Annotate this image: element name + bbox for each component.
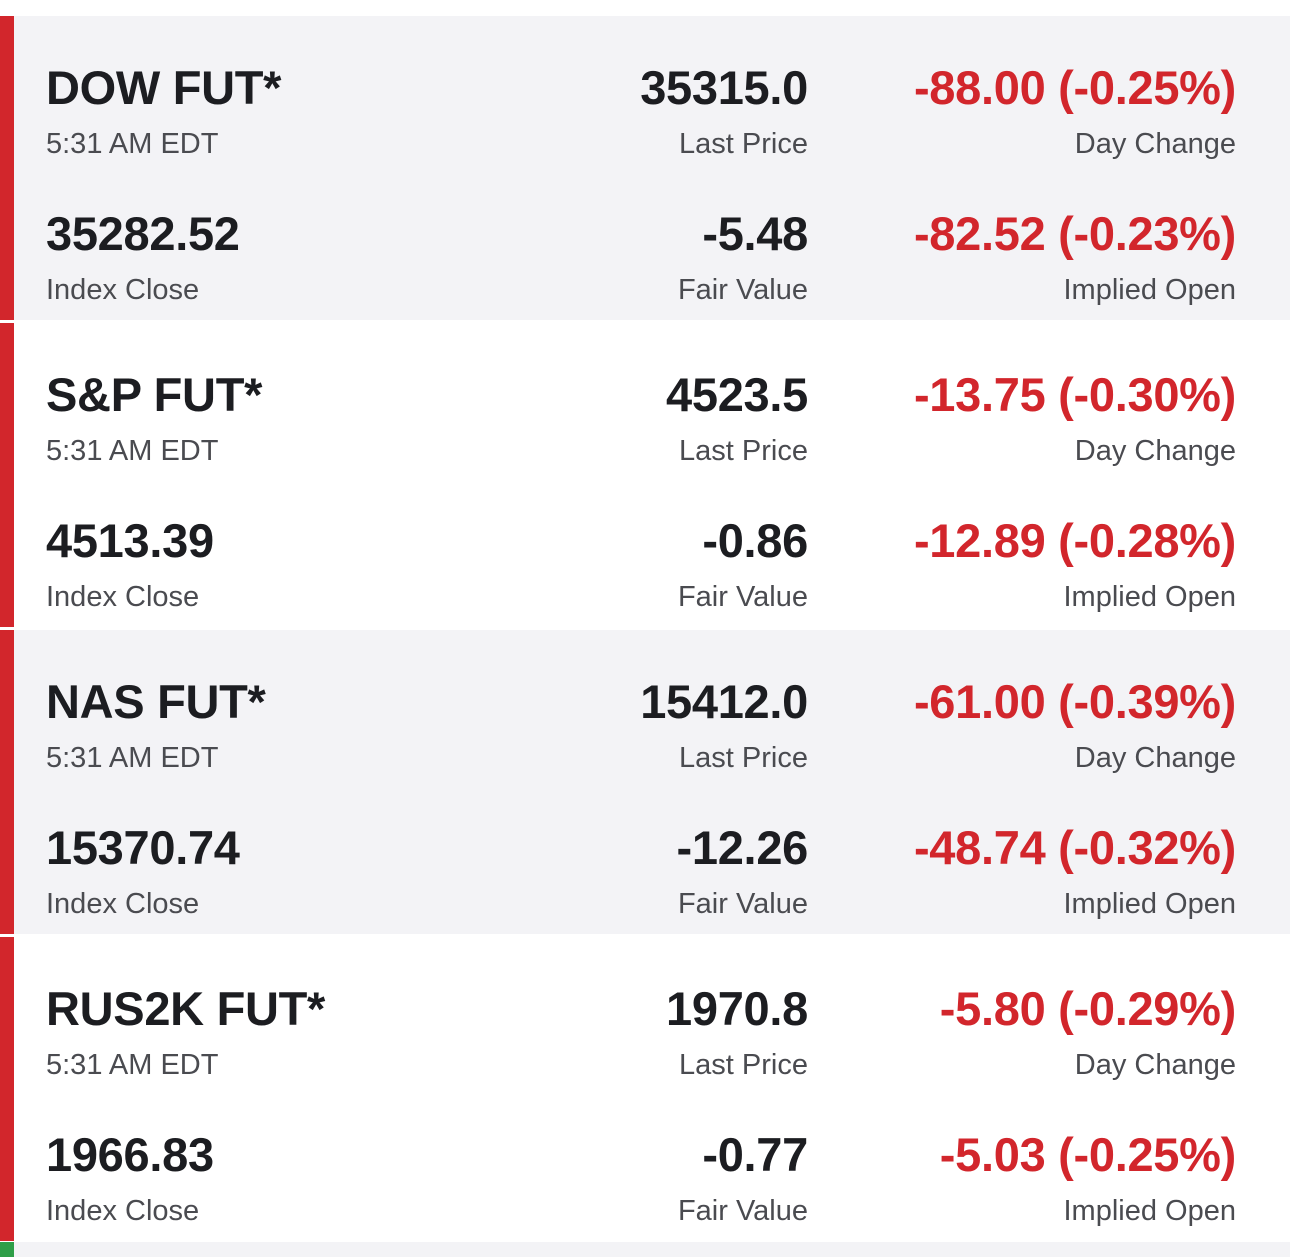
implied-open-label: Implied Open [1063, 888, 1237, 920]
last-price-label: Last Price [679, 435, 808, 467]
last-price-value: 15412.0 [640, 675, 808, 728]
day-change-value: -88.00 (-0.25%) [913, 61, 1236, 114]
implied-open-value: -48.74 (-0.32%) [913, 821, 1236, 874]
implied-open-label: Implied Open [1063, 274, 1237, 306]
top-spacer [0, 0, 1290, 16]
implied-open-value: -5.03 (-0.25%) [939, 1128, 1237, 1181]
futures-card-sp[interactable]: S&P FUT* 5:31 AM EDT 4523.5 Last Price -… [0, 323, 1290, 627]
implied-open-value: -82.52 (-0.23%) [913, 207, 1236, 260]
last-price-value: 35315.0 [640, 61, 808, 114]
future-name: RUS2K FUT* [46, 982, 326, 1035]
future-name: S&P FUT* [46, 368, 263, 421]
futures-card-nas[interactable]: NAS FUT* 5:31 AM EDT 15412.0 Last Price … [0, 630, 1290, 934]
day-change-value: -61.00 (-0.39%) [913, 675, 1236, 728]
implied-open-label: Implied Open [1063, 1195, 1237, 1227]
future-name: DOW FUT* [46, 61, 282, 114]
day-change-label: Day Change [1074, 742, 1236, 774]
fair-value-label: Fair Value [677, 274, 808, 306]
next-change-indicator-bar [0, 1242, 14, 1257]
future-time: 5:31 AM EDT [46, 128, 219, 160]
index-close-label: Index Close [46, 1195, 200, 1227]
future-time: 5:31 AM EDT [46, 1049, 219, 1081]
day-change-value: -5.80 (-0.29%) [939, 982, 1237, 1035]
last-price-label: Last Price [679, 742, 808, 774]
day-change-label: Day Change [1074, 128, 1236, 160]
change-indicator-bar [0, 937, 14, 1241]
index-close-value: 15370.74 [46, 821, 240, 874]
future-name: NAS FUT* [46, 675, 266, 728]
change-indicator-bar [0, 16, 14, 320]
futures-card-dow[interactable]: DOW FUT* 5:31 AM EDT 35315.0 Last Price … [0, 16, 1290, 320]
change-indicator-bar [0, 323, 14, 627]
fair-value-value: -12.26 [676, 821, 809, 874]
implied-open-value: -12.89 (-0.28%) [913, 514, 1236, 567]
fair-value-label: Fair Value [677, 888, 808, 920]
future-time: 5:31 AM EDT [46, 435, 219, 467]
index-close-value: 4513.39 [46, 514, 214, 567]
index-close-value: 35282.52 [46, 207, 240, 260]
day-change-label: Day Change [1074, 1049, 1236, 1081]
day-change-value: -13.75 (-0.30%) [913, 368, 1236, 421]
futures-card-rus2k[interactable]: RUS2K FUT* 5:31 AM EDT 1970.8 Last Price… [0, 937, 1290, 1241]
fair-value-value: -0.77 [702, 1128, 808, 1181]
last-price-label: Last Price [679, 1049, 808, 1081]
fair-value-value: -5.48 [702, 207, 808, 260]
last-price-label: Last Price [679, 128, 808, 160]
last-price-value: 4523.5 [666, 368, 808, 421]
implied-open-label: Implied Open [1063, 581, 1237, 613]
fair-value-label: Fair Value [677, 581, 808, 613]
index-close-label: Index Close [46, 888, 200, 920]
index-close-label: Index Close [46, 581, 200, 613]
fair-value-value: -0.86 [702, 514, 808, 567]
day-change-label: Day Change [1074, 435, 1236, 467]
index-close-value: 1966.83 [46, 1128, 214, 1181]
future-time: 5:31 AM EDT [46, 742, 219, 774]
change-indicator-bar [0, 630, 14, 934]
next-card-peek[interactable] [0, 1242, 1290, 1257]
index-close-label: Index Close [46, 274, 200, 306]
fair-value-label: Fair Value [677, 1195, 808, 1227]
last-price-value: 1970.8 [666, 982, 808, 1035]
